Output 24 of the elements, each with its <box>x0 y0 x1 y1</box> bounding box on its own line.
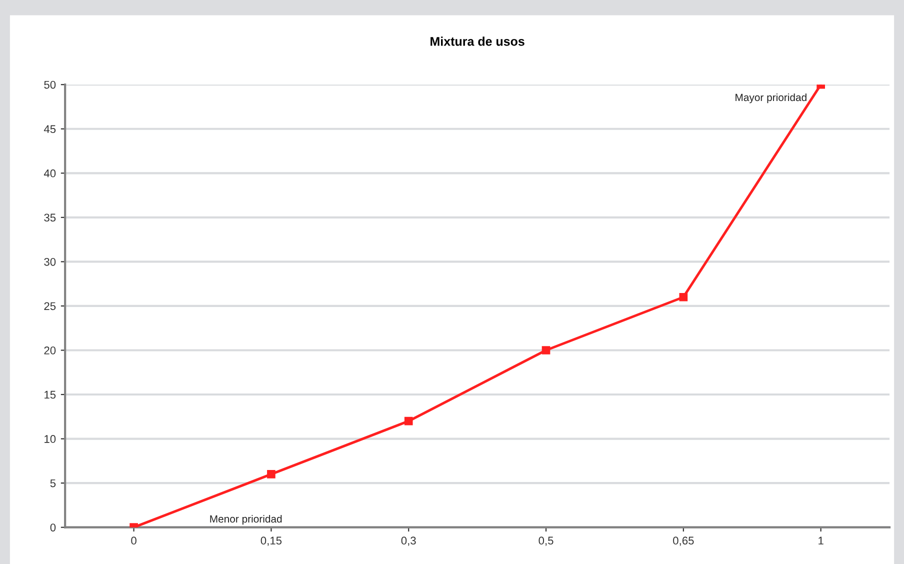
annotation: Menor prioridad <box>210 514 282 525</box>
point <box>679 292 688 302</box>
x-tick-label: 0,15 <box>260 536 282 546</box>
y-tick-label: 45 <box>44 125 56 134</box>
point <box>267 470 276 478</box>
y-tick-label: 50 <box>44 80 56 89</box>
point <box>404 416 413 426</box>
y-tick-label: 15 <box>44 390 56 399</box>
x-tick-label: 0,3 <box>401 536 416 546</box>
y-tick-label: 35 <box>44 214 56 222</box>
y-tick-label: 25 <box>44 302 56 310</box>
y-tick-label: 0 <box>50 524 56 532</box>
point <box>542 346 550 354</box>
x-tick-label: 1 <box>818 536 824 544</box>
x-tick-label: 0,65 <box>673 536 694 546</box>
y-tick-label: 5 <box>50 479 56 488</box>
y-tick-label: 10 <box>44 435 56 443</box>
x-tick-label: 0 <box>131 536 136 545</box>
x-tick-label: 0,5 <box>538 536 554 546</box>
annotation: Mayor prioridad <box>736 93 806 104</box>
y-tick-label: 40 <box>44 169 56 178</box>
y-tick-label: 20 <box>44 346 56 354</box>
chart-title: Mixtura de usos <box>430 36 524 46</box>
y-tick-label: 30 <box>44 258 56 266</box>
